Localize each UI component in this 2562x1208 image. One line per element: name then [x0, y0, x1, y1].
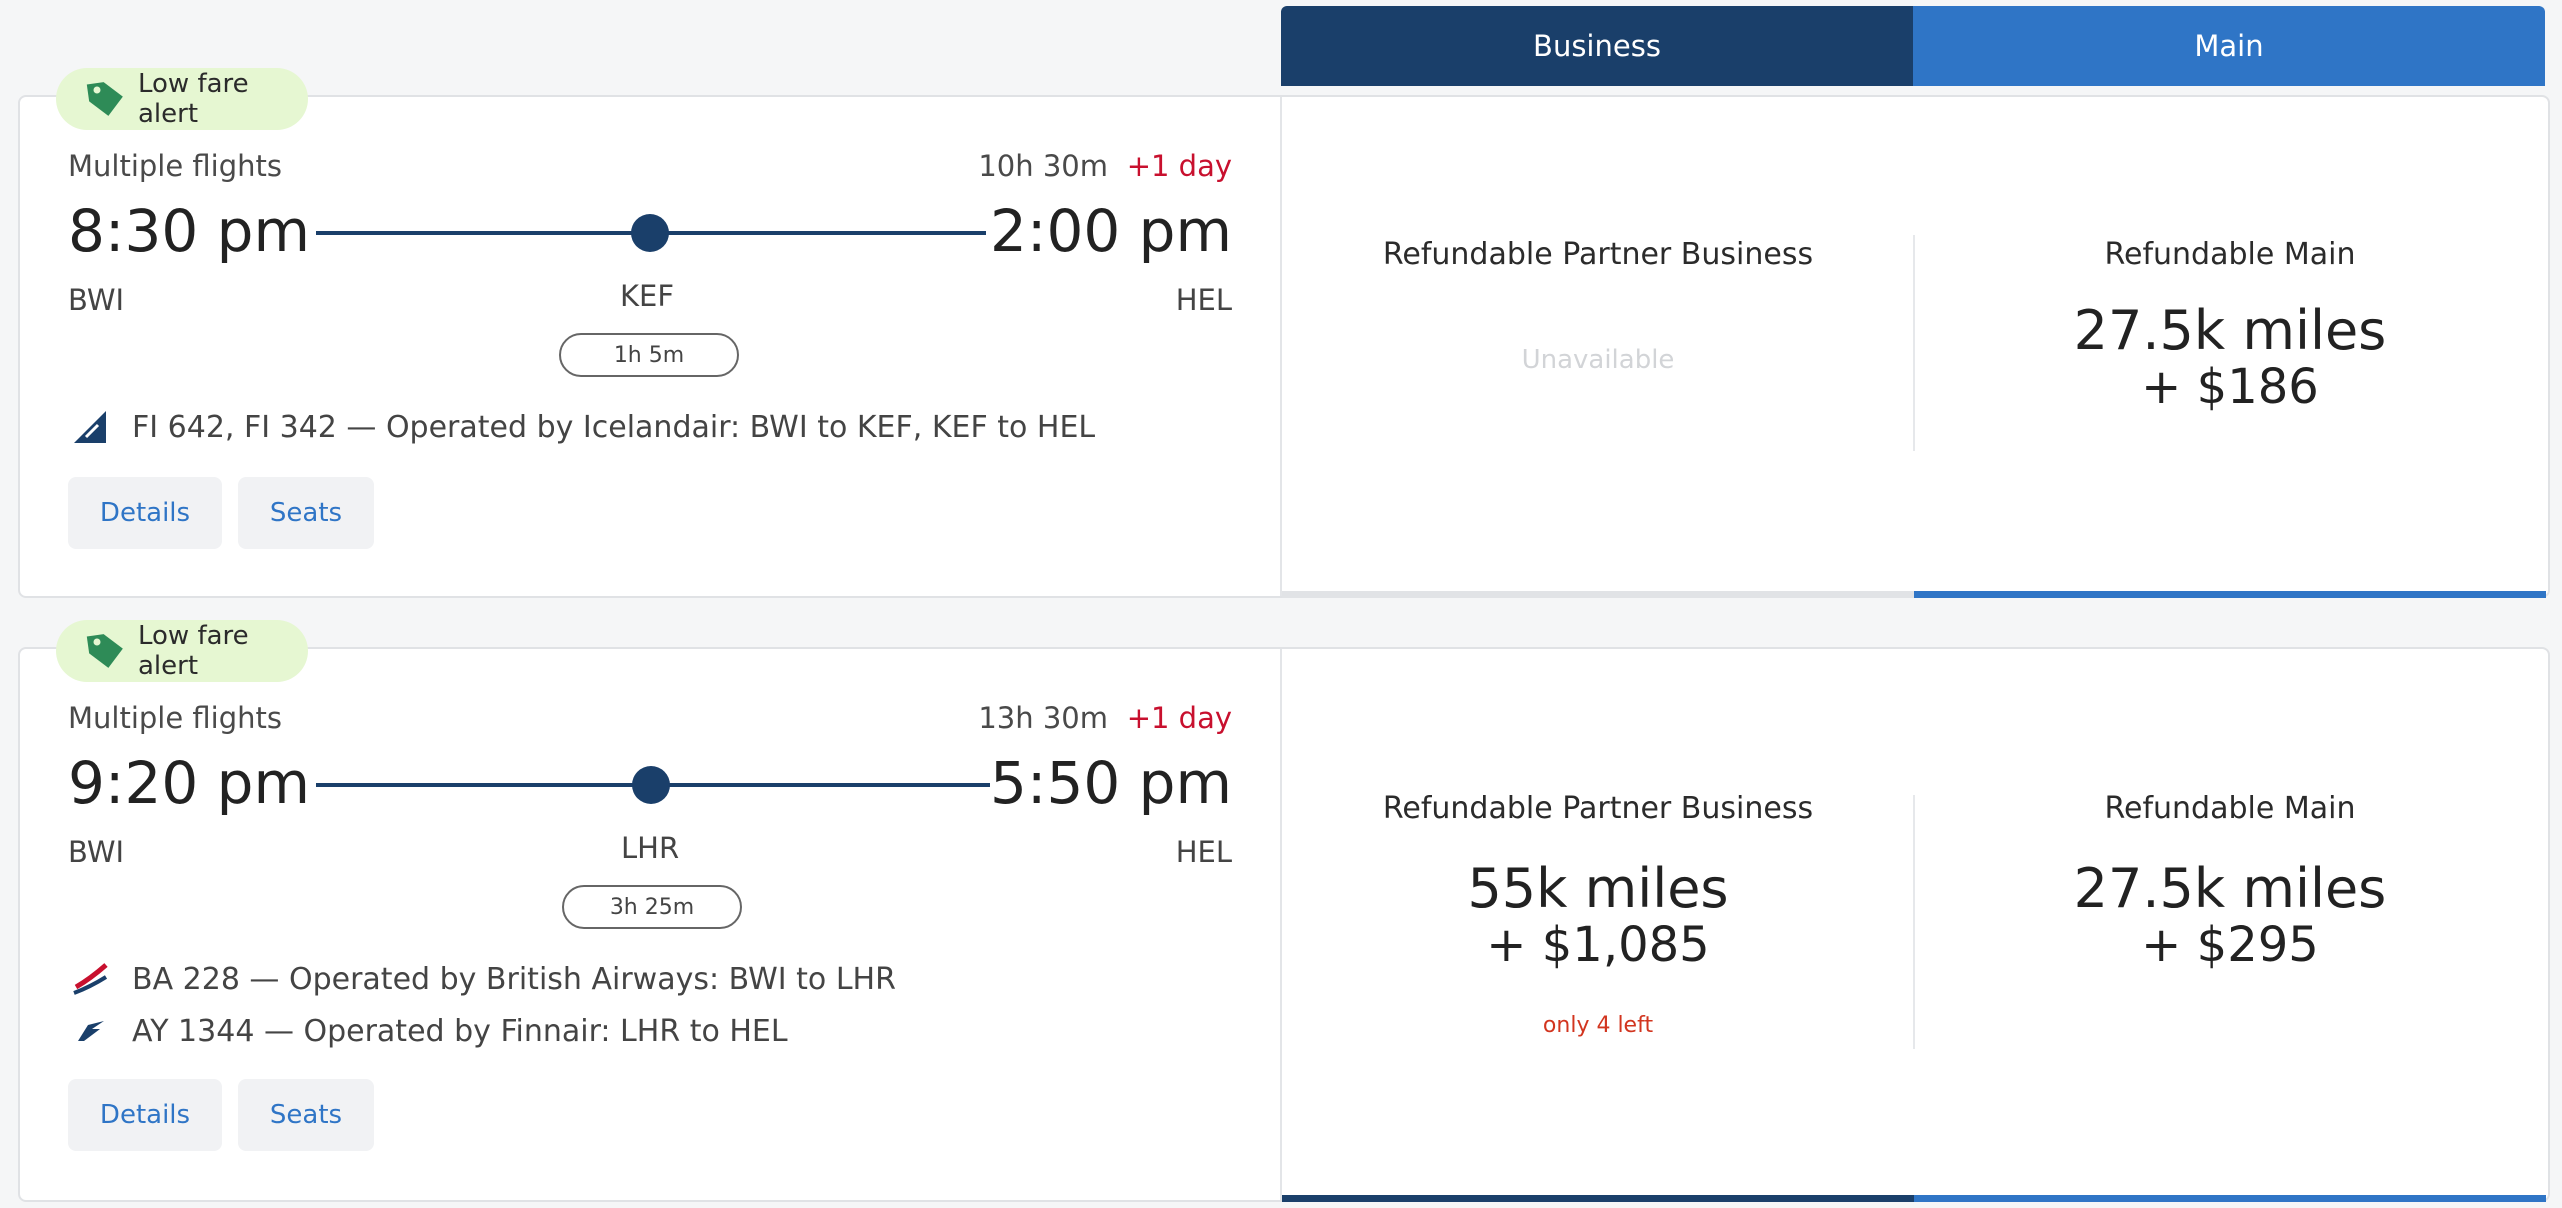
fare-bar	[1282, 1195, 1914, 1202]
fare-cash: + $1,085	[1486, 917, 1710, 973]
total-duration: 10h 30m	[978, 149, 1108, 183]
destination-code: HEL	[1175, 835, 1232, 869]
flight-card: Low fare alert Multiple flights 13h 30m …	[18, 620, 2550, 1202]
price-tag-icon	[86, 79, 126, 119]
seats-button[interactable]: Seats	[238, 477, 374, 549]
card-divider	[1280, 97, 1282, 596]
fare-option-business[interactable]: Refundable Partner Business Unavailable	[1282, 97, 1914, 598]
fare-class-business[interactable]: Business	[1281, 6, 1913, 86]
fare-divider	[1913, 795, 1915, 1049]
flight-leg-text: FI 642, FI 342 — Operated by Icelandair:…	[132, 409, 1096, 445]
arrival-time: 2:00 pm	[990, 197, 1232, 265]
fare-miles: 27.5k miles	[2073, 857, 2387, 920]
flight-card: Low fare alert Multiple flights 10h 30m …	[18, 68, 2550, 598]
fare-bar	[1914, 1195, 2546, 1202]
destination-code: HEL	[1175, 283, 1232, 317]
flight-summary: Low fare alert Multiple flights 10h 30m …	[20, 68, 1280, 596]
price-tag-icon	[86, 631, 126, 671]
low-fare-badge: Low fare alert	[56, 620, 308, 682]
flight-leg: BA 228 — Operated by British Airways: BW…	[68, 957, 896, 1001]
layover-duration: 1h 5m	[559, 333, 739, 377]
fare-option-main[interactable]: Refundable Main 27.5k miles + $186	[1914, 97, 2546, 598]
flight-type-label: Multiple flights	[68, 701, 283, 735]
flight-leg: AY 1344 — Operated by Finnair: LHR to HE…	[68, 1009, 788, 1053]
fare-name: Refundable Partner Business	[1382, 791, 1814, 826]
flight-leg: FI 642, FI 342 — Operated by Icelandair:…	[68, 405, 1095, 449]
flight-leg-text: BA 228 — Operated by British Airways: BW…	[132, 961, 896, 997]
plus-day-indicator: +1 day	[1126, 149, 1232, 183]
fare-option-business[interactable]: Refundable Partner Business 55k miles + …	[1282, 649, 1914, 1202]
stop-dot	[632, 766, 670, 804]
fare-cash: + $295	[2141, 917, 2319, 973]
stop-code: LHR	[621, 831, 680, 865]
total-duration: 13h 30m	[978, 701, 1108, 735]
finnair-logo-icon	[68, 1009, 112, 1053]
plus-day-indicator: +1 day	[1126, 701, 1232, 735]
layover-duration: 3h 25m	[562, 885, 742, 929]
details-button[interactable]: Details	[68, 477, 222, 549]
flight-type-label: Multiple flights	[68, 149, 283, 183]
british-airways-logo-icon	[68, 957, 112, 1001]
fare-bar	[1282, 591, 1914, 598]
departure-time: 8:30 pm	[68, 197, 310, 265]
badge-label: Low fare alert	[138, 69, 249, 129]
badge-label: Low fare alert	[138, 621, 249, 681]
fare-cash: + $186	[2141, 359, 2319, 415]
card-divider	[1280, 649, 1282, 1200]
seats-button[interactable]: Seats	[238, 1079, 374, 1151]
arrival-time: 5:50 pm	[990, 749, 1232, 817]
flight-leg-text: AY 1344 — Operated by Finnair: LHR to HE…	[132, 1013, 788, 1049]
fare-miles: 55k miles	[1467, 857, 1729, 920]
fare-unavailable: Unavailable	[1521, 345, 1675, 375]
origin-code: BWI	[68, 835, 125, 869]
fare-name: Refundable Main	[2104, 237, 2356, 272]
fare-name: Refundable Main	[2104, 791, 2356, 826]
origin-code: BWI	[68, 283, 125, 317]
flight-summary: Low fare alert Multiple flights 13h 30m …	[20, 620, 1280, 1200]
stop-code: KEF	[620, 279, 675, 313]
details-button[interactable]: Details	[68, 1079, 222, 1151]
fare-class-main[interactable]: Main	[1913, 6, 2545, 86]
fare-option-main[interactable]: Refundable Main 27.5k miles + $295	[1914, 649, 2546, 1202]
fare-bar	[1914, 591, 2546, 598]
fare-miles: 27.5k miles	[2073, 299, 2387, 362]
fare-class-header: Business Main	[1281, 6, 2545, 86]
fare-divider	[1913, 235, 1915, 451]
stop-dot	[631, 214, 669, 252]
seats-left-notice: only 4 left	[1542, 1013, 1654, 1038]
icelandair-logo-icon	[68, 405, 112, 449]
low-fare-badge: Low fare alert	[56, 68, 308, 130]
departure-time: 9:20 pm	[68, 749, 310, 817]
fare-name: Refundable Partner Business	[1382, 237, 1814, 272]
